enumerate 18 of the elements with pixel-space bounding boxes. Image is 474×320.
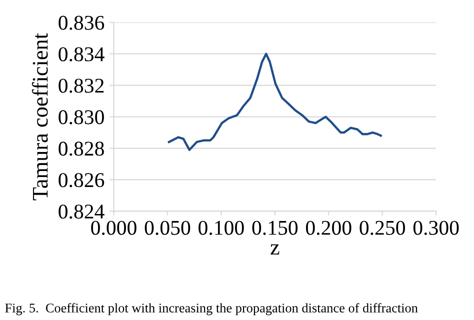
y-axis-title: Tamura coefficient xyxy=(32,33,48,200)
x-tick-label: 0.300 xyxy=(413,220,459,235)
y-tick-label: 0.836 xyxy=(58,16,104,30)
y-tick-label: 0.834 xyxy=(58,47,104,62)
y-tick-label: 0.830 xyxy=(58,110,104,124)
x-tick-label: 0.150 xyxy=(252,220,298,235)
y-tick-label: 0.832 xyxy=(58,78,104,93)
y-tick-label: 0.828 xyxy=(58,142,104,156)
x-tick-label: 0.000 xyxy=(91,220,136,235)
x-tick-label: 0.250 xyxy=(360,220,406,235)
caption: Fig. 5. Coefficient plot with increasing the propagation distance of diffraction xyxy=(5,303,418,316)
y-tick-label: 0.826 xyxy=(58,173,104,188)
x-tick-label: 0.050 xyxy=(144,220,190,235)
line-series xyxy=(168,52,382,151)
x-tick-label: 0.200 xyxy=(306,220,352,235)
x-axis-title: z xyxy=(270,244,280,255)
y-tick-label: 0.824 xyxy=(58,204,104,219)
x-tick-label: 0.100 xyxy=(198,220,244,235)
